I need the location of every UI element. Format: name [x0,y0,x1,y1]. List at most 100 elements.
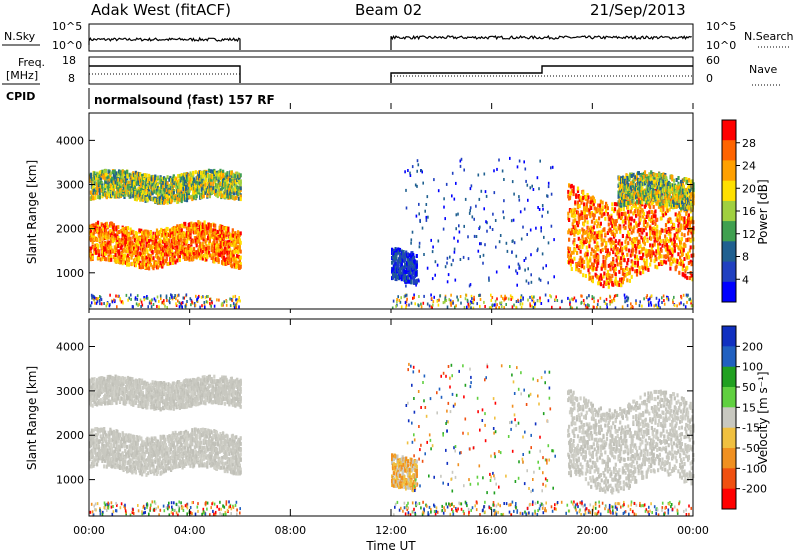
power-cell [157,245,160,250]
power-cell [651,180,654,185]
power-cell [192,190,195,195]
power-cell [587,235,590,240]
power-cell [180,173,183,177]
power-cell [644,226,647,231]
power-cell [641,200,644,205]
power-cell [95,176,98,181]
power-cell [650,236,653,241]
power-cell [144,187,147,192]
power-cell [664,195,667,200]
power-cell [637,194,640,199]
power-cell [155,238,158,243]
power-cell [684,274,687,279]
power-cell [145,194,148,199]
power-cell [200,187,204,192]
power-cell [654,264,657,269]
power-cell [110,245,113,250]
power-cell [213,238,216,243]
power-cell [582,195,585,200]
power-cell [647,267,650,272]
power-cell [627,258,630,262]
power-cell [221,247,224,252]
power-cell [606,248,609,253]
power-cell [140,265,143,270]
power-cell [576,244,579,249]
power-cell [663,200,666,204]
power-cell [175,177,178,182]
power-cell [206,230,209,235]
power-cell [92,245,95,250]
power-cell [93,188,96,193]
power-cell [653,234,656,239]
power-cell [690,230,693,235]
freq-tick-bottom: 8 [68,72,75,85]
power-cell [629,181,632,186]
power-cell [207,226,211,231]
power-cell [166,227,169,231]
power-cell [215,236,218,241]
power-cell [578,197,581,202]
power-cell [188,195,191,200]
power-cell [624,211,627,216]
power-cell [107,175,110,180]
power-cell [596,275,599,280]
power-cell [683,233,686,238]
power-cell [412,252,415,257]
power-cell [576,264,579,269]
power-cell [620,277,624,282]
power-cell [117,235,120,240]
power-cell [649,229,652,234]
power-cell [167,262,170,266]
power-cell [656,232,659,237]
power-cell [639,209,642,214]
power-cell [667,239,670,244]
power-cell [654,222,657,227]
power-cell [612,250,615,255]
power-cell [181,193,184,198]
power-cell [173,243,176,248]
power-cell [618,181,621,186]
power-cell [201,222,204,227]
power-cell [135,173,138,178]
power-cell [237,232,240,237]
power-cell [620,214,624,219]
power-cell [641,230,644,235]
power-cell [570,267,573,271]
power-cell [613,202,617,207]
power-cell [206,193,209,198]
power-cell [568,218,571,222]
power-cell [671,247,674,252]
power-cell [645,215,648,219]
power-cell [682,273,685,278]
power-cell [655,249,658,254]
power-cell [120,250,123,255]
power-cell [160,176,163,181]
power-cell [137,186,140,191]
power-cell [104,168,108,173]
power-cell [630,174,633,178]
power-cell [215,240,218,245]
power-cell [237,234,240,239]
power-cell [587,262,590,267]
power-cell [670,256,673,261]
power-cell [663,254,666,259]
power-cell [590,247,594,252]
power-cell [593,221,596,226]
power-cell [615,229,618,234]
power-cell [637,171,640,176]
power-cell [400,256,403,260]
power-cell [126,174,130,179]
power-cell [239,173,242,178]
power-cell [178,255,181,259]
power-cell [116,238,119,242]
power-cell [623,268,626,273]
power-cell [101,240,104,245]
power-cell [657,245,660,250]
power-cell [132,242,135,247]
power-cell [163,243,167,248]
power-cell [137,260,140,265]
power-cell [582,191,585,196]
power-cell [144,184,147,189]
power-cell [219,252,222,257]
power-cell [203,254,206,259]
